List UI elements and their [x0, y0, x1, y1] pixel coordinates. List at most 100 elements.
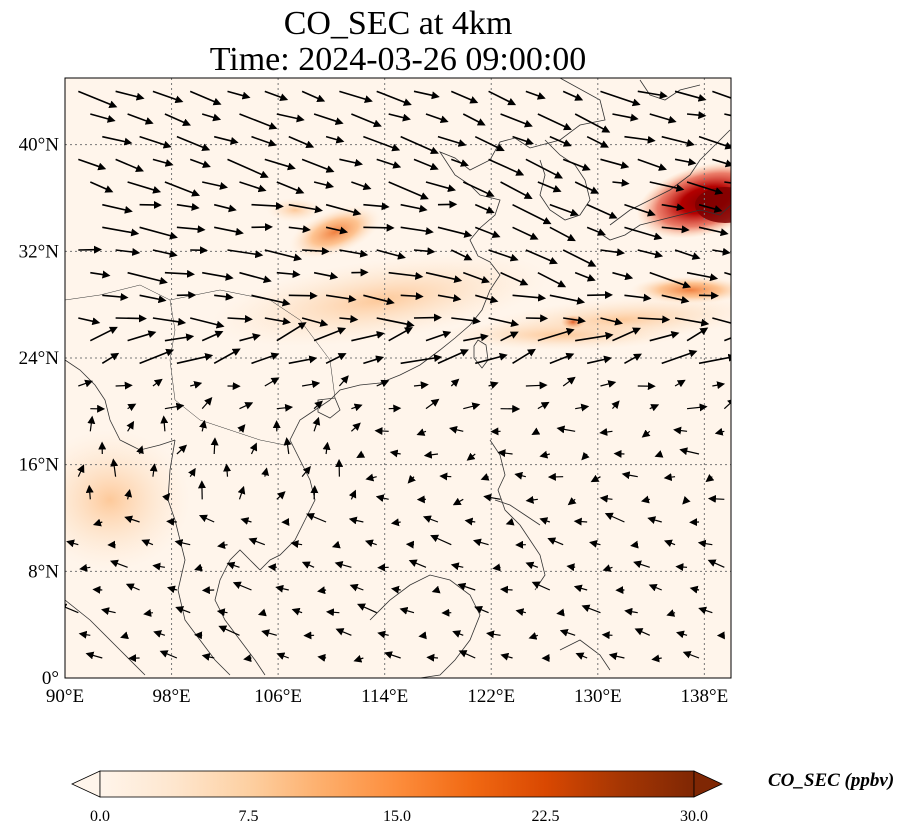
- wind-vector: [674, 249, 701, 260]
- wind-vector: [608, 652, 625, 661]
- wind-vector: [586, 135, 609, 148]
- wind-vector: [201, 330, 224, 342]
- wind-vector: [457, 582, 476, 591]
- wind-vector: [199, 419, 207, 432]
- wind-vector: [512, 226, 539, 240]
- wind-vector: [85, 651, 103, 660]
- wind-vector: [175, 606, 191, 614]
- wind-vector: [276, 652, 289, 660]
- wind-vector: [673, 426, 688, 435]
- wind-vector: [539, 450, 550, 459]
- wind-vector: [452, 497, 464, 506]
- colorbar-tick-label: 7.5: [239, 808, 259, 825]
- wind-vector: [512, 348, 536, 365]
- wind-vector: [431, 585, 441, 594]
- wind-vector: [264, 377, 280, 387]
- wind-vector: [353, 654, 364, 663]
- wind-vector: [152, 317, 187, 326]
- wind-vector: [483, 493, 501, 502]
- wind-vector: [602, 564, 613, 572]
- wind-vector: [649, 271, 692, 289]
- pacific-plume: [630, 276, 731, 304]
- wind-vector: [237, 424, 246, 433]
- wind-vector: [264, 158, 296, 171]
- wind-vector: [339, 90, 373, 103]
- wind-vector: [139, 348, 175, 365]
- wind-vector: [115, 381, 133, 390]
- wind-vector: [661, 203, 685, 212]
- wind-vector: [166, 517, 177, 526]
- wind-vector: [257, 608, 267, 617]
- wind-vector: [78, 379, 94, 388]
- colorbar-tick-label: 0.0: [90, 808, 110, 825]
- wind-vector: [663, 473, 676, 482]
- wind-vector: [248, 537, 266, 546]
- wind-vector: [531, 427, 541, 435]
- wind-vector: [251, 135, 277, 147]
- wind-vector: [559, 628, 576, 637]
- wind-vector: [139, 226, 178, 240]
- wind-vector: [590, 474, 601, 483]
- wind-vector: [647, 516, 662, 524]
- wind-vector: [164, 269, 195, 278]
- wind-vector: [474, 606, 489, 614]
- wind-vector: [531, 581, 551, 591]
- wind-vector: [152, 378, 163, 387]
- wind-vector: [500, 585, 513, 594]
- wind-vector: [452, 630, 464, 638]
- longitude-ticks: 90°E 98°E 106°E 114°E 122°E 130°E 138°E: [46, 686, 728, 707]
- wind-vector: [376, 249, 406, 260]
- wind-vector: [127, 403, 137, 412]
- wind-vector: [351, 330, 385, 342]
- wind-vector: [400, 354, 443, 365]
- wind-vector: [492, 563, 501, 572]
- wind-vector: [661, 294, 690, 304]
- wind-vector: [464, 517, 476, 526]
- wind-vector: [89, 181, 114, 193]
- wind-vector: [124, 488, 133, 500]
- wind-vector: [474, 135, 505, 152]
- wind-vector: [176, 225, 206, 234]
- wind-vector: [604, 512, 625, 523]
- wind-vector: [515, 608, 527, 617]
- wind-vector: [139, 135, 172, 149]
- wind-vector: [462, 113, 486, 126]
- map-background: [65, 78, 731, 678]
- wind-vector: [666, 609, 676, 617]
- wind-vector: [600, 317, 624, 326]
- wind-vector: [239, 402, 254, 410]
- wind-vector: [549, 203, 579, 217]
- wind-vector: [686, 111, 707, 120]
- east-china-sea-band: [440, 320, 680, 350]
- taiwan: [473, 339, 489, 369]
- wind-vector: [600, 248, 625, 257]
- wind-vector: [201, 397, 213, 410]
- wind-vector: [390, 518, 401, 527]
- colorbar: 0.0 7.5 15.0 22.5 30.0: [71, 770, 723, 825]
- wind-vector: [92, 518, 103, 527]
- wind-vector: [227, 90, 251, 100]
- wind-vector: [125, 583, 140, 591]
- wind-vector: [439, 472, 452, 481]
- wind-vector: [243, 654, 252, 663]
- wind-vector: [537, 181, 562, 193]
- wind-vector: [624, 203, 656, 217]
- wind-vector: [549, 135, 572, 147]
- wind-vector: [413, 313, 442, 322]
- myanmar-coast: [167, 439, 231, 676]
- wind-vector: [325, 226, 349, 235]
- wind-vector: [363, 202, 390, 211]
- wind-vector: [567, 497, 577, 506]
- colorbar-label: CO_SEC (ppbv): [768, 770, 895, 791]
- wind-vector: [674, 158, 697, 166]
- wind-vector: [630, 540, 639, 549]
- wind-vector: [586, 226, 606, 236]
- indochina-haze: [65, 430, 190, 570]
- wind-vector: [141, 539, 154, 547]
- wind-vector: [363, 294, 395, 306]
- wind-vector: [400, 203, 428, 213]
- wind-vector: [365, 473, 377, 482]
- wind-vector: [448, 425, 464, 434]
- wind-vector: [110, 458, 119, 477]
- wind-vector: [376, 158, 402, 169]
